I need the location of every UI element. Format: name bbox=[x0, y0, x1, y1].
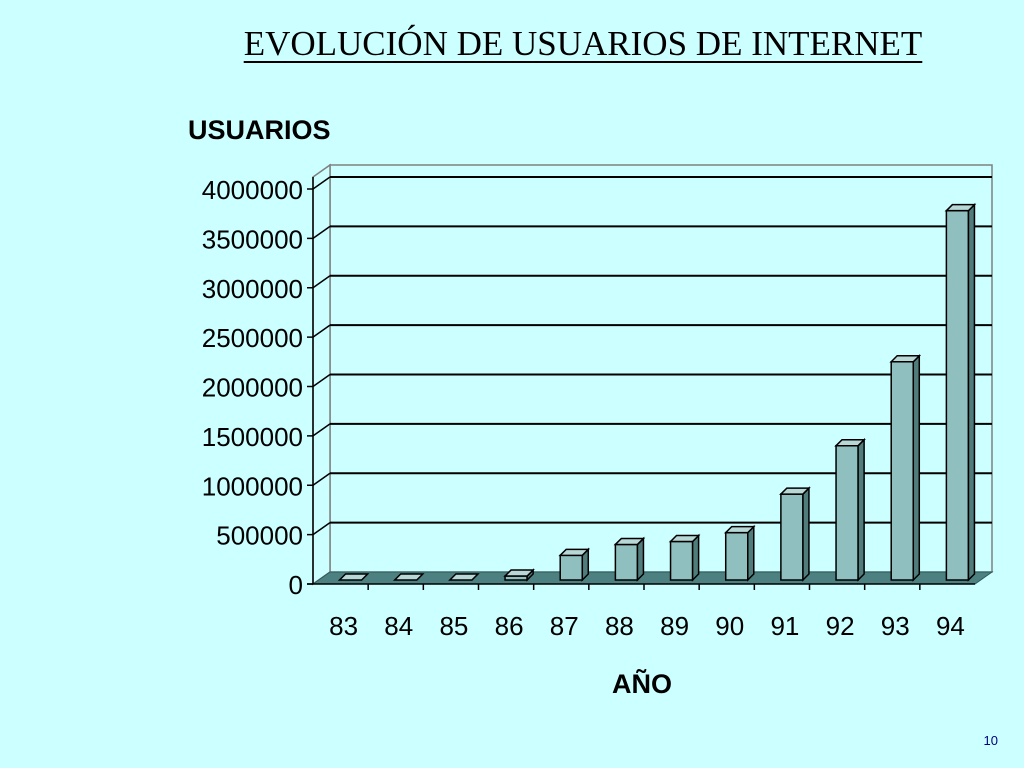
bar bbox=[503, 568, 535, 582]
x-tick-label: 87 bbox=[550, 611, 579, 641]
bar-side bbox=[912, 353, 921, 582]
y-axis-label: USUARIOS bbox=[188, 115, 331, 145]
bar bbox=[779, 486, 811, 582]
x-tick-label: 86 bbox=[495, 611, 524, 641]
bar-side bbox=[636, 536, 645, 582]
bar-side bbox=[802, 486, 810, 582]
bar-side bbox=[967, 202, 976, 582]
bar-front bbox=[724, 531, 749, 581]
bar-front bbox=[890, 361, 915, 581]
y-tick-label: 500000 bbox=[216, 521, 303, 551]
bar bbox=[834, 437, 866, 582]
bar-top bbox=[558, 548, 591, 557]
bar bbox=[337, 573, 370, 581]
bar bbox=[889, 353, 922, 582]
x-tick-label: 85 bbox=[439, 611, 468, 641]
bar bbox=[392, 573, 425, 581]
bar-top bbox=[944, 203, 977, 212]
chart-title: EVOLUCIÓN DE USUARIOS DE INTERNET bbox=[243, 24, 923, 63]
gridline-side bbox=[312, 176, 331, 190]
bar-top bbox=[448, 573, 480, 581]
y-tick-label: 3000000 bbox=[202, 274, 303, 304]
bar-side bbox=[691, 533, 700, 582]
x-tick-label: 94 bbox=[936, 611, 965, 641]
bar-top bbox=[889, 355, 922, 363]
gridline-side bbox=[312, 522, 331, 536]
bar bbox=[558, 547, 591, 582]
y-axis-ticks: 0 500000 1000000 1500000 2000000 2500000 30000… bbox=[202, 175, 314, 600]
back-wall bbox=[329, 164, 993, 573]
bar-side bbox=[747, 524, 755, 582]
bar bbox=[723, 524, 756, 582]
gridline-side bbox=[312, 275, 331, 289]
x-tick-label: 89 bbox=[660, 611, 689, 641]
bar-top bbox=[779, 487, 811, 495]
bar bbox=[668, 533, 701, 582]
bar-top bbox=[503, 569, 535, 577]
y-tick-label: 4000000 bbox=[202, 175, 303, 205]
bar-side bbox=[857, 437, 865, 582]
x-tick-label: 90 bbox=[715, 611, 744, 641]
plot-walls bbox=[312, 163, 993, 586]
bar-top bbox=[834, 438, 866, 447]
bar bbox=[613, 536, 646, 582]
bar bbox=[448, 573, 480, 581]
bar-top bbox=[392, 573, 425, 581]
bar-top bbox=[668, 534, 701, 543]
bar-front bbox=[945, 209, 970, 581]
bar bbox=[944, 202, 977, 582]
gridlines bbox=[312, 176, 992, 536]
bar-top bbox=[613, 537, 646, 546]
y-tick-label: 1500000 bbox=[202, 422, 303, 452]
bar-front bbox=[669, 540, 694, 581]
x-tick-label: 83 bbox=[329, 611, 358, 641]
gridline-side bbox=[312, 225, 331, 239]
y-tick-label: 3500000 bbox=[202, 224, 303, 254]
bar-top bbox=[723, 525, 756, 534]
bar-top bbox=[337, 573, 370, 581]
x-tick-label: 84 bbox=[384, 611, 413, 641]
x-tick-label: 91 bbox=[770, 611, 799, 641]
gridline-side bbox=[312, 373, 331, 388]
x-axis-label: AÑO bbox=[612, 668, 672, 699]
gridline-side bbox=[312, 423, 331, 437]
bar-front bbox=[835, 444, 859, 581]
bar-front bbox=[559, 554, 584, 581]
x-tick-label: 92 bbox=[826, 611, 855, 641]
page-number: 10 bbox=[983, 733, 998, 748]
y-tick-label: 2500000 bbox=[202, 323, 303, 353]
y-tick-label: 2000000 bbox=[202, 373, 303, 403]
x-axis-ticks: 83 84 85 86 87 88 89 90 91 92 93 94 bbox=[329, 584, 965, 641]
bar-front bbox=[780, 493, 804, 581]
gridline-side bbox=[312, 324, 331, 338]
x-tick-label: 93 bbox=[881, 611, 910, 641]
x-tick-label: 88 bbox=[605, 611, 634, 641]
gridline-side bbox=[312, 472, 331, 486]
y-tick-label: 0 bbox=[289, 570, 303, 600]
bars bbox=[337, 202, 977, 582]
bar-front bbox=[614, 543, 639, 581]
y-tick-label: 1000000 bbox=[202, 471, 303, 501]
